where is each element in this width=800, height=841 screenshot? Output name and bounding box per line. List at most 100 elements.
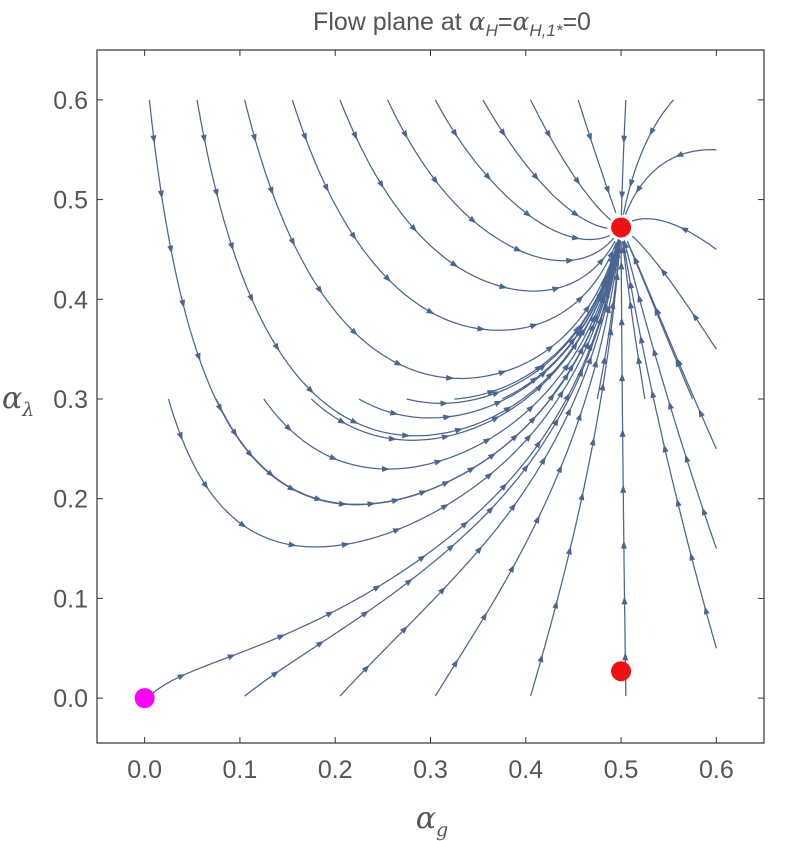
stream-arrow (537, 654, 544, 663)
stream-arrow (150, 135, 157, 144)
stream-arrow (652, 347, 659, 357)
stream-arrow (675, 498, 682, 507)
stream-arrow (562, 372, 570, 381)
streamline (529, 99, 612, 221)
stream-arrow (571, 209, 580, 217)
stream-arrow (521, 464, 529, 473)
stream-arrow (433, 459, 443, 466)
stream-arrow (533, 515, 540, 524)
stream-arrow (404, 578, 413, 586)
stream-arrow (588, 323, 595, 332)
stream-arrow (544, 129, 551, 139)
stream-arrow (531, 172, 540, 181)
stream-arrow (609, 300, 616, 310)
stream-arrow (301, 132, 307, 142)
stream-arrow (620, 245, 627, 254)
stream-arrow (418, 490, 428, 497)
stream-arrow (272, 342, 280, 352)
stream-arrow (596, 316, 603, 325)
streamline (621, 241, 646, 400)
stream-arrow (562, 362, 570, 372)
stream-arrow (157, 190, 164, 199)
stream-arrow (573, 325, 581, 334)
stream-arrow (238, 520, 247, 528)
stream-arrow (571, 234, 581, 241)
streamline (624, 148, 717, 215)
streamline (167, 241, 620, 548)
stream-arrow (441, 434, 450, 441)
stream-arrow (613, 271, 620, 281)
stream-arrow (620, 540, 627, 549)
stream-arrow (315, 640, 325, 648)
stream-arrow (267, 186, 274, 195)
stream-arrow (592, 359, 598, 368)
stream-arrow (179, 299, 186, 308)
stream-arrow (573, 176, 581, 185)
stream-arrow (633, 256, 640, 265)
stream-arrow (499, 283, 508, 290)
stream-arrow (468, 215, 477, 224)
streamline (626, 241, 694, 400)
stream-arrow (568, 337, 576, 346)
stream-arrow (649, 127, 656, 136)
stream-arrow (675, 358, 682, 368)
stream-arrow (349, 231, 357, 240)
y-tick-label: 0.6 (53, 87, 88, 115)
stream-arrow (446, 544, 455, 552)
stream-arrow (557, 389, 564, 399)
stream-arrow (618, 317, 625, 326)
stream-arrow (486, 506, 494, 515)
stream-arrow (361, 664, 370, 673)
stream-arrow (276, 634, 286, 641)
stream-arrow (654, 307, 661, 317)
stream-arrow (177, 674, 186, 681)
y-axis-label: αλ (2, 381, 34, 421)
stream-arrow (443, 414, 452, 421)
stream-arrow (575, 295, 584, 304)
stream-arrow (552, 600, 559, 609)
stream-arrow (400, 625, 408, 634)
streamline (631, 235, 717, 350)
stream-arrow (567, 363, 574, 372)
stream-arrow (322, 183, 329, 192)
streamline (631, 218, 717, 250)
streamline (244, 99, 619, 380)
stream-arrow (417, 554, 426, 563)
stream-arrow (534, 440, 542, 449)
stream-arrow (440, 503, 449, 511)
stream-arrow (607, 327, 614, 336)
y-axis-ticks: 0.0 0.1 0.2 0.3 0.4 0.5 0.6 (53, 87, 764, 713)
stream-arrow (288, 237, 295, 247)
stream-arrow (586, 132, 592, 142)
stream-arrow (409, 224, 417, 232)
stream-arrow (692, 312, 700, 322)
stream-arrow (491, 391, 501, 398)
stream-arrow (619, 428, 626, 437)
stream-arrow (498, 370, 507, 377)
stream-arrow (563, 392, 570, 402)
stream-arrow (351, 131, 358, 140)
stream-arrow (662, 444, 669, 453)
x-tick-label: 0.6 (699, 756, 734, 784)
stream-arrow (599, 382, 606, 391)
streamline (339, 99, 616, 292)
stream-arrow (565, 257, 575, 264)
y-tick-label: 0.0 (53, 685, 88, 713)
stream-arrow (446, 374, 455, 381)
stream-arrow (596, 257, 605, 266)
stream-arrow (391, 498, 400, 505)
stream-arrow (287, 484, 296, 491)
stream-arrow (524, 433, 532, 442)
stream-arrow (552, 417, 559, 427)
x-tick-label: 0.5 (604, 756, 639, 784)
y-tick-label: 0.4 (53, 286, 88, 314)
stream-arrow (474, 546, 483, 555)
stream-arrow (491, 416, 500, 423)
stream-arrow (482, 437, 492, 445)
stream-arrow (377, 179, 384, 189)
stream-arrow (575, 412, 582, 422)
stream-arrow (200, 134, 207, 143)
stream-arrow (565, 546, 572, 555)
stream-arrow (393, 359, 403, 366)
stream-arrow (338, 500, 347, 507)
